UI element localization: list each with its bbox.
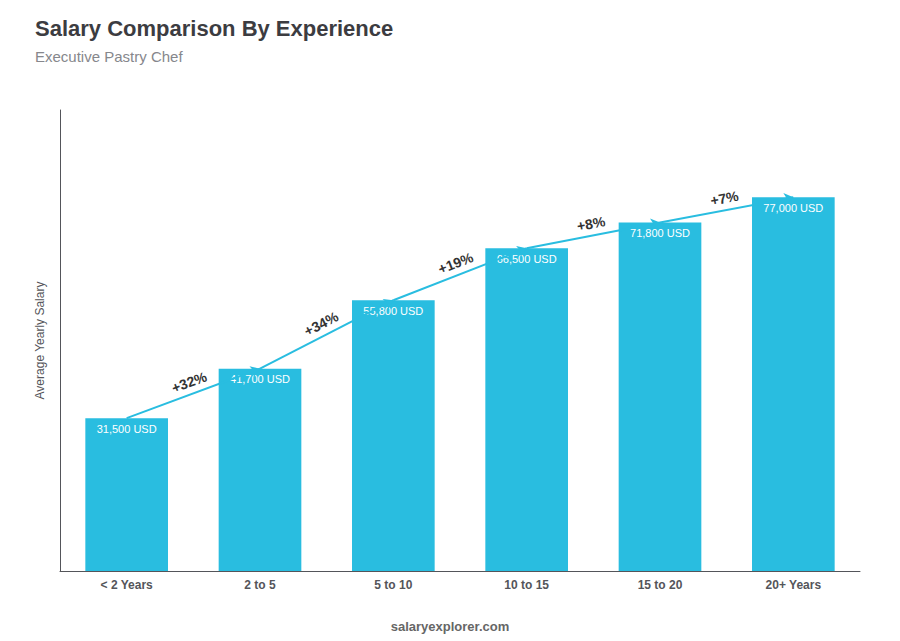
svg-text:Salary Comparison By Experienc: Salary Comparison By Experience [35, 16, 393, 41]
svg-text:71,800 USD: 71,800 USD [630, 227, 690, 239]
svg-text:41,700 USD: 41,700 USD [230, 373, 290, 385]
svg-text:Executive Pastry Chef: Executive Pastry Chef [35, 48, 183, 65]
svg-text:20+ Years: 20+ Years [766, 578, 822, 592]
svg-text:+19%: +19% [436, 249, 476, 277]
svg-text:+32%: +32% [169, 368, 209, 396]
svg-text:66,500 USD: 66,500 USD [497, 253, 557, 265]
svg-text:+34%: +34% [301, 308, 341, 339]
svg-text:55,800 USD: 55,800 USD [363, 304, 424, 317]
svg-text:Average Yearly Salary: Average Yearly Salary [33, 282, 47, 400]
svg-text:15 to 20: 15 to 20 [638, 578, 683, 592]
svg-text:2 to 5: 2 to 5 [244, 578, 276, 592]
svg-text:10 to 15: 10 to 15 [504, 578, 549, 592]
svg-text:+7%: +7% [709, 188, 740, 209]
svg-text:< 2 Years: < 2 Years [101, 578, 153, 592]
svg-text:31,500 USD: 31,500 USD [97, 423, 157, 435]
svg-text:salaryexplorer.com: salaryexplorer.com [391, 619, 510, 634]
svg-text:77,000 USD: 77,000 USD [763, 202, 823, 214]
svg-text:5 to 10: 5 to 10 [374, 578, 412, 592]
svg-text:+8%: +8% [576, 213, 607, 234]
